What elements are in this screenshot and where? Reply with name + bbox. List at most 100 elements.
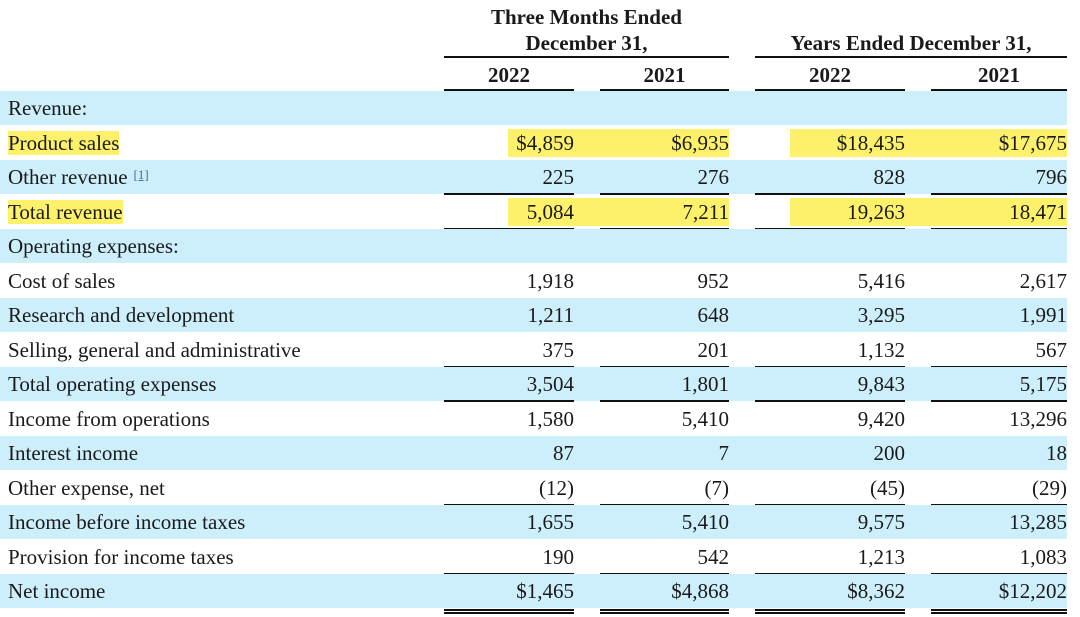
value-cell: 1,655: [526, 510, 574, 534]
highlight-band: [508, 197, 729, 226]
highlight-band: [790, 128, 1067, 157]
total-rule: [600, 503, 729, 506]
value-cell: (7): [704, 475, 730, 500]
row-label-text: Revenue:: [8, 96, 88, 120]
value-cell: 9,843: [857, 372, 905, 396]
total-rule: [444, 227, 574, 230]
value-cell: 13,296: [1009, 406, 1067, 431]
row-label: Research and development: [8, 301, 234, 329]
total-rule: [600, 365, 729, 368]
total-rule: [931, 572, 1067, 575]
year-header: 2021: [643, 63, 686, 87]
row-label-text: Income from operations: [8, 406, 210, 431]
row-label-text: Other revenue: [8, 165, 128, 189]
highlight-band: [790, 197, 1067, 226]
highlight-band: [508, 128, 729, 157]
total-rule: [444, 400, 574, 402]
row-label-text: Net income: [8, 579, 106, 603]
value-cell: 796: [1035, 165, 1068, 189]
row-label: Interest income: [8, 439, 138, 467]
total-rule: [444, 503, 574, 506]
table-row: Operating expenses:: [0, 229, 1067, 263]
row-label-text: Total operating expenses: [8, 372, 217, 396]
table-row: Other revenue [1] 225 276 828 796: [0, 160, 1068, 195]
row-label-text: Interest income: [8, 441, 139, 465]
value-cell: 87: [553, 441, 574, 465]
total-rule: [600, 193, 729, 195]
table-row: Cost of sales 1,918 952 5,416 2,617: [0, 264, 1067, 298]
value-cell: 1,211: [527, 303, 574, 327]
value-cell: $1,465: [516, 579, 574, 603]
value-cell: 9,575: [857, 510, 905, 534]
row-label: Operating expenses:: [8, 232, 179, 260]
value-cell: (45): [870, 475, 905, 500]
table-row: Interest income 87 7 200 18: [0, 436, 1067, 470]
three-months-rule: [444, 56, 729, 58]
total-rule: [600, 400, 729, 402]
value-cell: 648: [697, 303, 730, 327]
value-cell: 828: [873, 165, 906, 189]
row-label-text: Operating expenses:: [8, 234, 179, 258]
row-label-text: Other expense, net: [8, 475, 165, 500]
row-label: Total operating expenses: [8, 370, 216, 398]
value-cell: 5,416: [857, 268, 905, 293]
total-rule: [931, 400, 1067, 402]
value-cell: 7: [718, 441, 730, 465]
footnote-link[interactable]: [1]: [133, 167, 149, 182]
total-rule: [755, 572, 905, 575]
double-rule: [931, 609, 1067, 614]
value-cell: 3,295: [857, 303, 905, 327]
value-cell: 200: [873, 441, 906, 465]
total-rule: [931, 365, 1067, 368]
row-label: Income before income taxes: [8, 508, 245, 536]
total-rule: [444, 193, 574, 195]
value-cell: $18,435: [836, 130, 905, 155]
year-rule: [444, 89, 574, 91]
three-months-header: Three Months Ended December 31,: [491, 5, 682, 55]
row-label-text: Total revenue: [8, 199, 123, 224]
value-cell: 2,617: [1019, 268, 1067, 293]
value-cell: 1,580: [526, 406, 574, 431]
value-cell: 375: [542, 337, 575, 362]
value-cell: 1,801: [681, 372, 729, 396]
value-cell: $8,362: [847, 579, 905, 603]
row-label: Provision for income taxes: [8, 543, 234, 571]
value-cell: 18: [1046, 441, 1067, 465]
table-row: Net income $1,465 $4,868 $8,362 $12,202: [0, 574, 1067, 614]
table-row: Product sales $4,859 $6,935 $18,435 $17,675: [0, 126, 1067, 160]
table-row: Total revenue 5,084 7,211 19,263 18,471: [0, 195, 1067, 230]
double-rule: [444, 609, 574, 614]
row-label-text: Provision for income taxes: [8, 544, 234, 569]
value-cell: 13,285: [1009, 510, 1067, 534]
value-cell: 1,132: [857, 337, 905, 362]
total-rule: [755, 365, 905, 368]
total-rule: [444, 572, 574, 575]
value-cell: $12,202: [998, 579, 1067, 603]
row-label: Selling, general and administrative: [8, 336, 301, 364]
value-cell: 5,084: [526, 199, 574, 224]
year-rule: [600, 89, 729, 91]
table-row: Total operating expenses 3,504 1,801 9,843 5…: [0, 367, 1067, 402]
row-label: Total revenue: [8, 198, 123, 226]
row-label-text: Selling, general and administrative: [8, 337, 301, 362]
value-cell: $17,675: [998, 130, 1067, 155]
row-label: Product sales: [8, 129, 120, 157]
row-label-text: Income before income taxes: [8, 510, 246, 534]
row-label: Cost of sales: [8, 267, 115, 295]
value-cell: 952: [697, 268, 730, 293]
value-cell: 201: [697, 337, 730, 362]
value-cell: 1,213: [857, 544, 905, 569]
value-cell: 5,410: [681, 510, 729, 534]
year-header: 2021: [978, 63, 1020, 87]
value-cell: 1,918: [526, 268, 574, 293]
value-cell: 190: [542, 544, 575, 569]
years-ended-rule: [755, 56, 1067, 58]
total-rule: [931, 503, 1067, 506]
total-rule: [931, 227, 1067, 230]
row-label: Other expense, net: [8, 474, 165, 502]
row-label: Other revenue [1]: [8, 163, 149, 191]
table-row: Other expense, net (12) (7) (45) (29): [0, 471, 1067, 506]
value-cell: 542: [697, 544, 730, 569]
table-row: Provision for income taxes 190 542 1,213 1,0…: [0, 540, 1067, 575]
value-cell: 19,263: [847, 199, 905, 224]
